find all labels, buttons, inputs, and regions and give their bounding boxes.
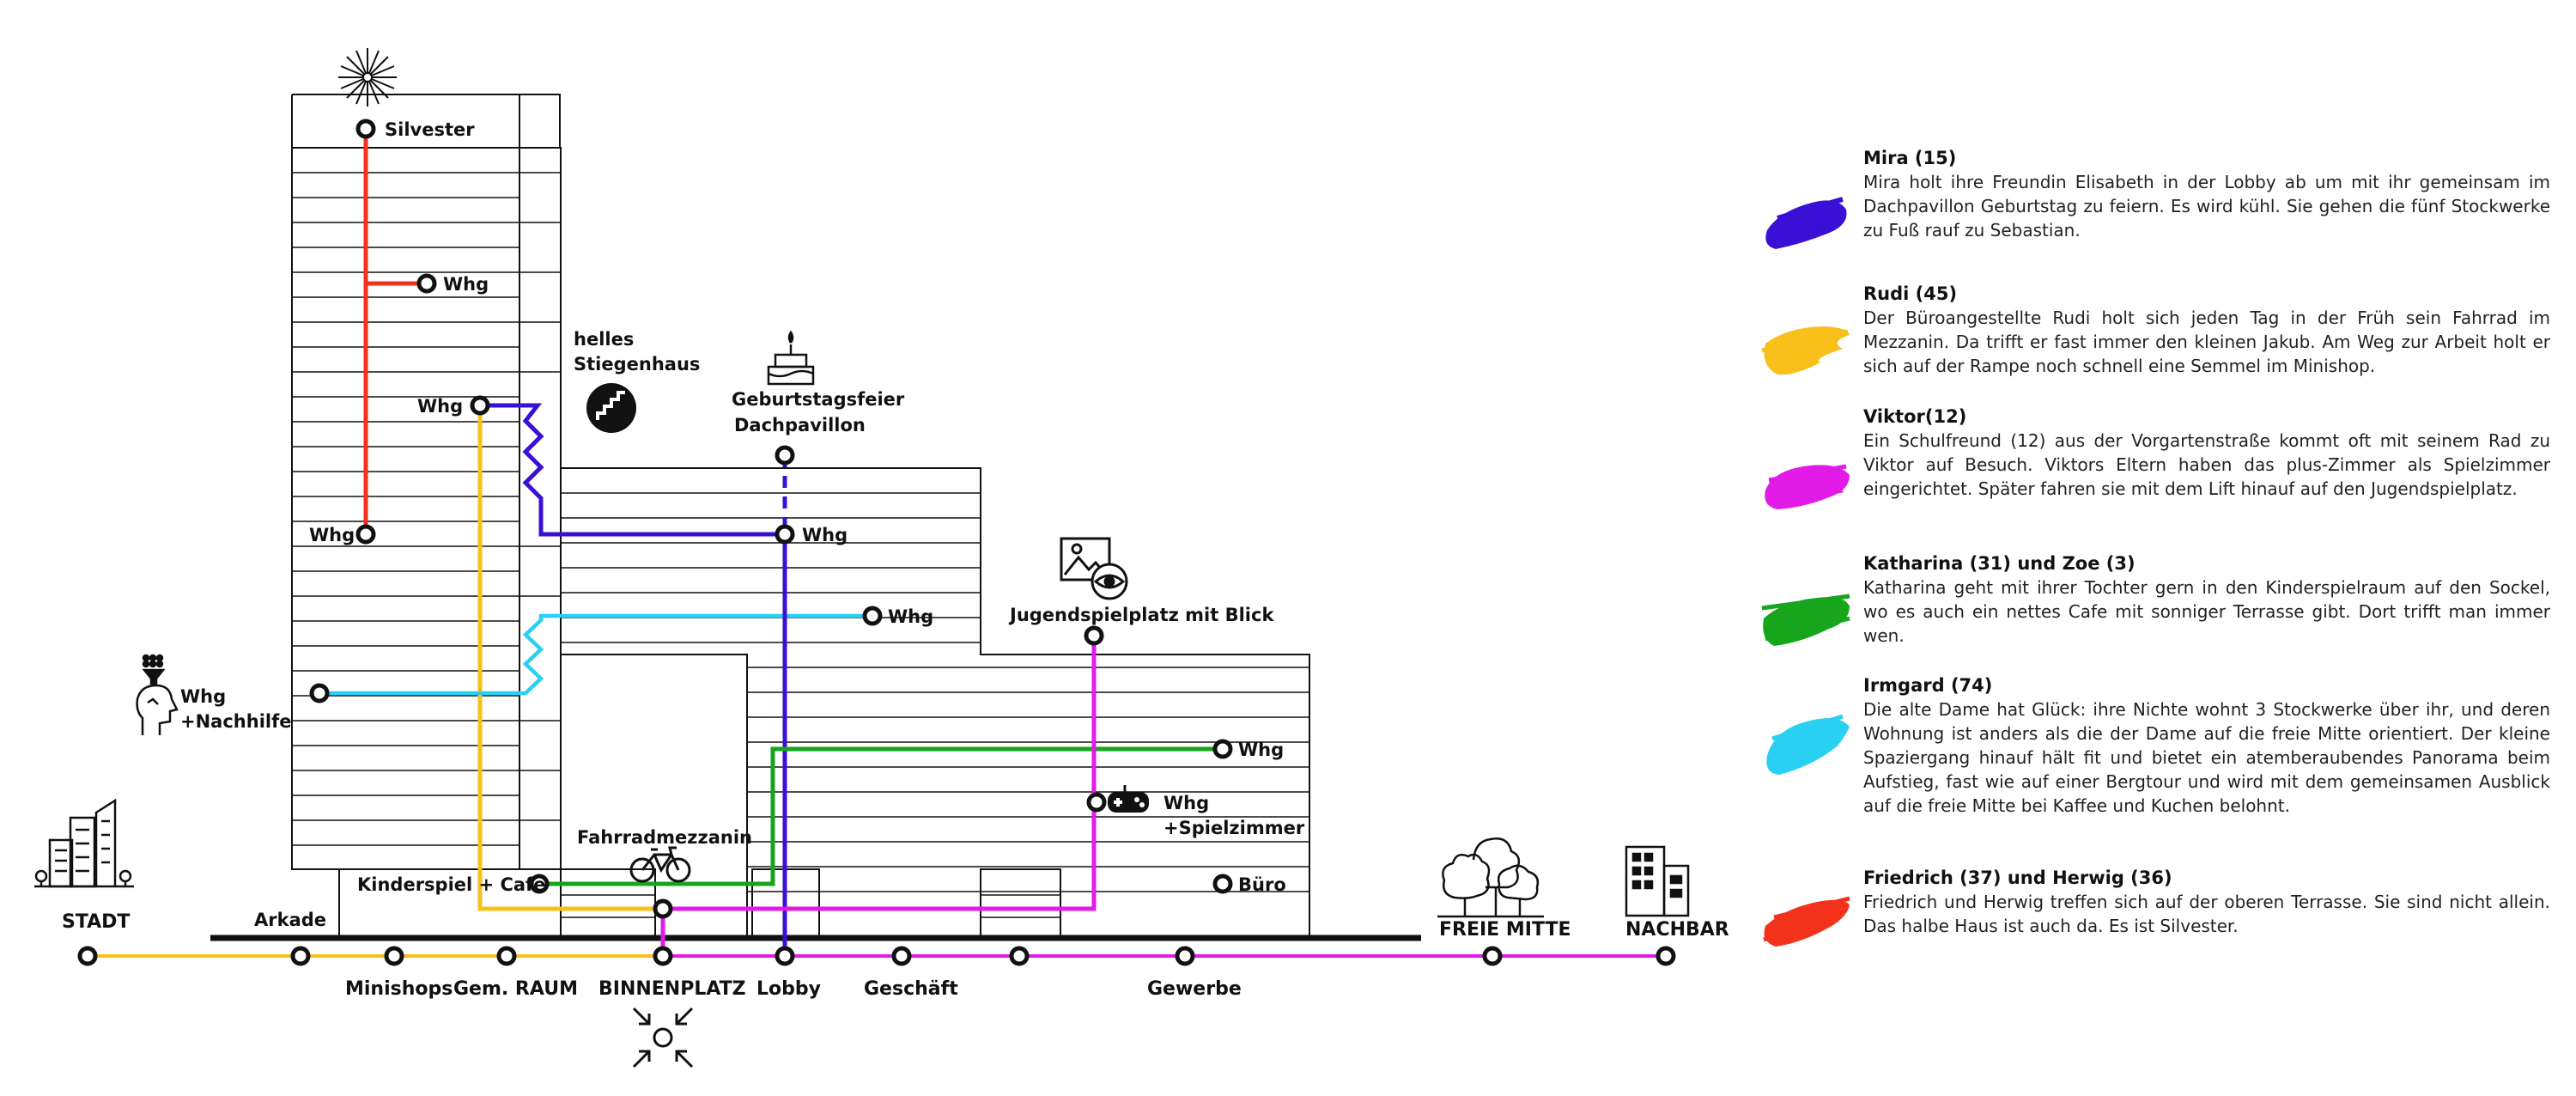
legend-body-irmgard: Die alte Dame hat Glück: ihre Nichte woh… [1863,699,2550,816]
label-arkade: Arkade [254,910,326,930]
legend-body-katharina: Katharina geht mit ihrer Tochter gern in… [1863,577,2550,646]
label-geburtstag-1: Geburtstagsfeier [732,389,905,410]
route-irmgard [319,613,872,696]
brush-swatch-rudi [1761,326,1850,375]
brush-swatch-friedrich [1763,896,1850,947]
bicycle-icon [629,846,691,883]
route-katharina [539,746,1223,886]
route-viktor [660,636,1097,956]
label-buero: Büro [1238,874,1286,895]
legend-name-viktor: Viktor(12) [1863,406,1967,427]
building-route-diagram: Silvester Whg Whg Whg helles Stiegenhaus… [34,48,1729,1069]
brush-swatch-mira [1765,197,1847,249]
station-geschaeft: Geschäft [864,978,958,1000]
label-geburtstag-2: Dachpavillon [734,415,866,435]
label-whg-nachhilfe: Whg [180,686,226,707]
picture-eye-icon [1060,537,1128,600]
legend-body-friedrich: Friedrich und Herwig treffen sich auf de… [1863,892,2550,936]
label-whg-irmgard: Whg [888,606,933,627]
label-jugend: Jugendspielplatz mit Blick [1008,605,1274,625]
label-helles-1: helles [574,329,634,350]
label-whg-red-bottom: Whg [309,525,355,545]
cake-icon [767,330,815,386]
legend-body-rudi: Der Büroangestellte Rudi holt sich jeden… [1863,307,2550,376]
station-gewerbe: Gewerbe [1147,978,1242,1000]
legend: Mira (15) Mira holt ihre Freundin Elisab… [1760,0,2550,1096]
legend-body-viktor: Ein Schulfreund (12) aus der Vorgartenst… [1863,430,2550,499]
tutor-icon [136,654,179,735]
station-lobby: Lobby [756,978,821,1000]
fireworks-icon [338,48,397,107]
label-whg-katharina: Whg [1238,740,1284,760]
legend-name-mira: Mira (15) [1863,148,1957,168]
gamepad-icon [1108,785,1149,813]
route-rudi [477,405,665,956]
station-binnenplatz: BINNENPLATZ [598,978,746,1000]
legend-body-mira: Mira holt ihre Freundin Elisabeth in der… [1863,172,2550,241]
label-whg-mira: Whg [802,525,848,545]
legend-name-irmgard: Irmgard (74) [1863,675,1993,696]
legend-name-friedrich: Friedrich (37) und Herwig (36) [1863,868,2172,888]
route-nodes [77,119,1676,966]
legend-name-katharina: Katharina (31) und Zoe (3) [1863,553,2136,574]
brush-swatch-viktor [1765,464,1850,509]
label-helles-2: Stiegenhaus [574,354,700,374]
label-spielzimmer: +Spielzimmer [1163,818,1305,838]
stairs-icon [586,383,636,433]
station-gemraum: Gem. RAUM [453,978,578,1000]
station-nachbar: NACHBAR [1625,919,1729,941]
legend-text-rudi: Rudi (45) Der Büroangestellte Rudi holt … [1863,282,2550,378]
floor-lines [292,172,1309,918]
arrows-in-icon [632,1007,694,1069]
label-whg-viktor: Whg [1163,793,1209,813]
station-minishops: Minishops [345,978,453,1000]
label-kinderspiel: Kinderspiel + Cafe [357,874,545,895]
label-whg-red-top: Whg [443,274,489,295]
label-fahrradmezzanin: Fahrradmezzanin [577,827,752,848]
brush-swatch-katharina [1761,594,1850,646]
label-whg-stair: Whg [417,396,463,417]
neighbor-building-icon [1625,845,1690,917]
trees-icon [1437,837,1544,918]
city-icon [34,798,134,888]
legend-text-mira: Mira (15) Mira holt ihre Freundin Elisab… [1863,146,2550,242]
label-nachhilfe: +Nachhilfe [180,711,291,732]
legend-text-irmgard: Irmgard (74) Die alte Dame hat Glück: ih… [1863,673,2550,818]
building-section [291,94,1310,939]
label-silvester: Silvester [385,119,475,140]
brush-swatch-irmgard [1766,714,1850,775]
legend-text-katharina: Katharina (31) und Zoe (3) Katharina geh… [1863,551,2550,648]
station-stadt: STADT [62,911,130,933]
route-mira [480,403,787,956]
route-friedrich [363,131,427,534]
station-freie-mitte: FREIE MITTE [1439,919,1571,941]
legend-name-rudi: Rudi (45) [1863,283,1958,304]
legend-text-friedrich: Friedrich (37) und Herwig (36) Friedrich… [1863,866,2550,938]
legend-text-viktor: Viktor(12) Ein Schulfreund (12) aus der … [1863,405,2550,501]
